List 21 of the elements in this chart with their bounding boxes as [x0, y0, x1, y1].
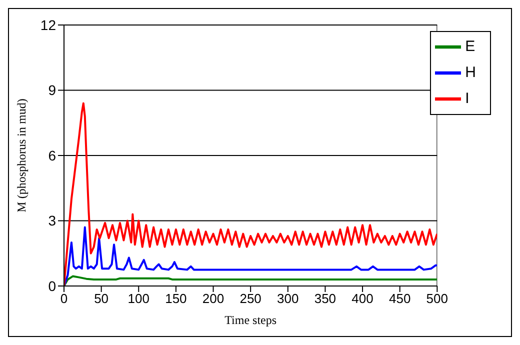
y-tick-label: 0	[48, 278, 56, 294]
legend-label: I	[465, 90, 470, 107]
x-tick-label: 300	[277, 291, 299, 306]
y-axis-title: M (phosphorus in mud)	[14, 98, 28, 212]
x-tick-label: 250	[240, 291, 262, 306]
y-tick-label: 6	[48, 147, 56, 164]
x-tick-label: 450	[388, 291, 411, 306]
x-tick-label: 50	[94, 291, 109, 306]
x-axis-title: Time steps	[224, 313, 277, 327]
y-tick-label: 3	[48, 212, 56, 229]
x-tick-label: 100	[128, 291, 150, 306]
y-tick-label: 12	[40, 16, 56, 33]
x-tick-label: 0	[60, 291, 68, 306]
legend-label: H	[465, 64, 476, 81]
y-tick-label: 9	[48, 82, 56, 98]
x-tick-label: 500	[426, 291, 448, 306]
x-tick-label: 400	[352, 291, 374, 306]
x-tick-label: 200	[202, 291, 224, 306]
x-tick-label: 150	[165, 291, 187, 306]
legend-label: E	[465, 38, 476, 55]
x-tick-label: 350	[314, 291, 336, 306]
